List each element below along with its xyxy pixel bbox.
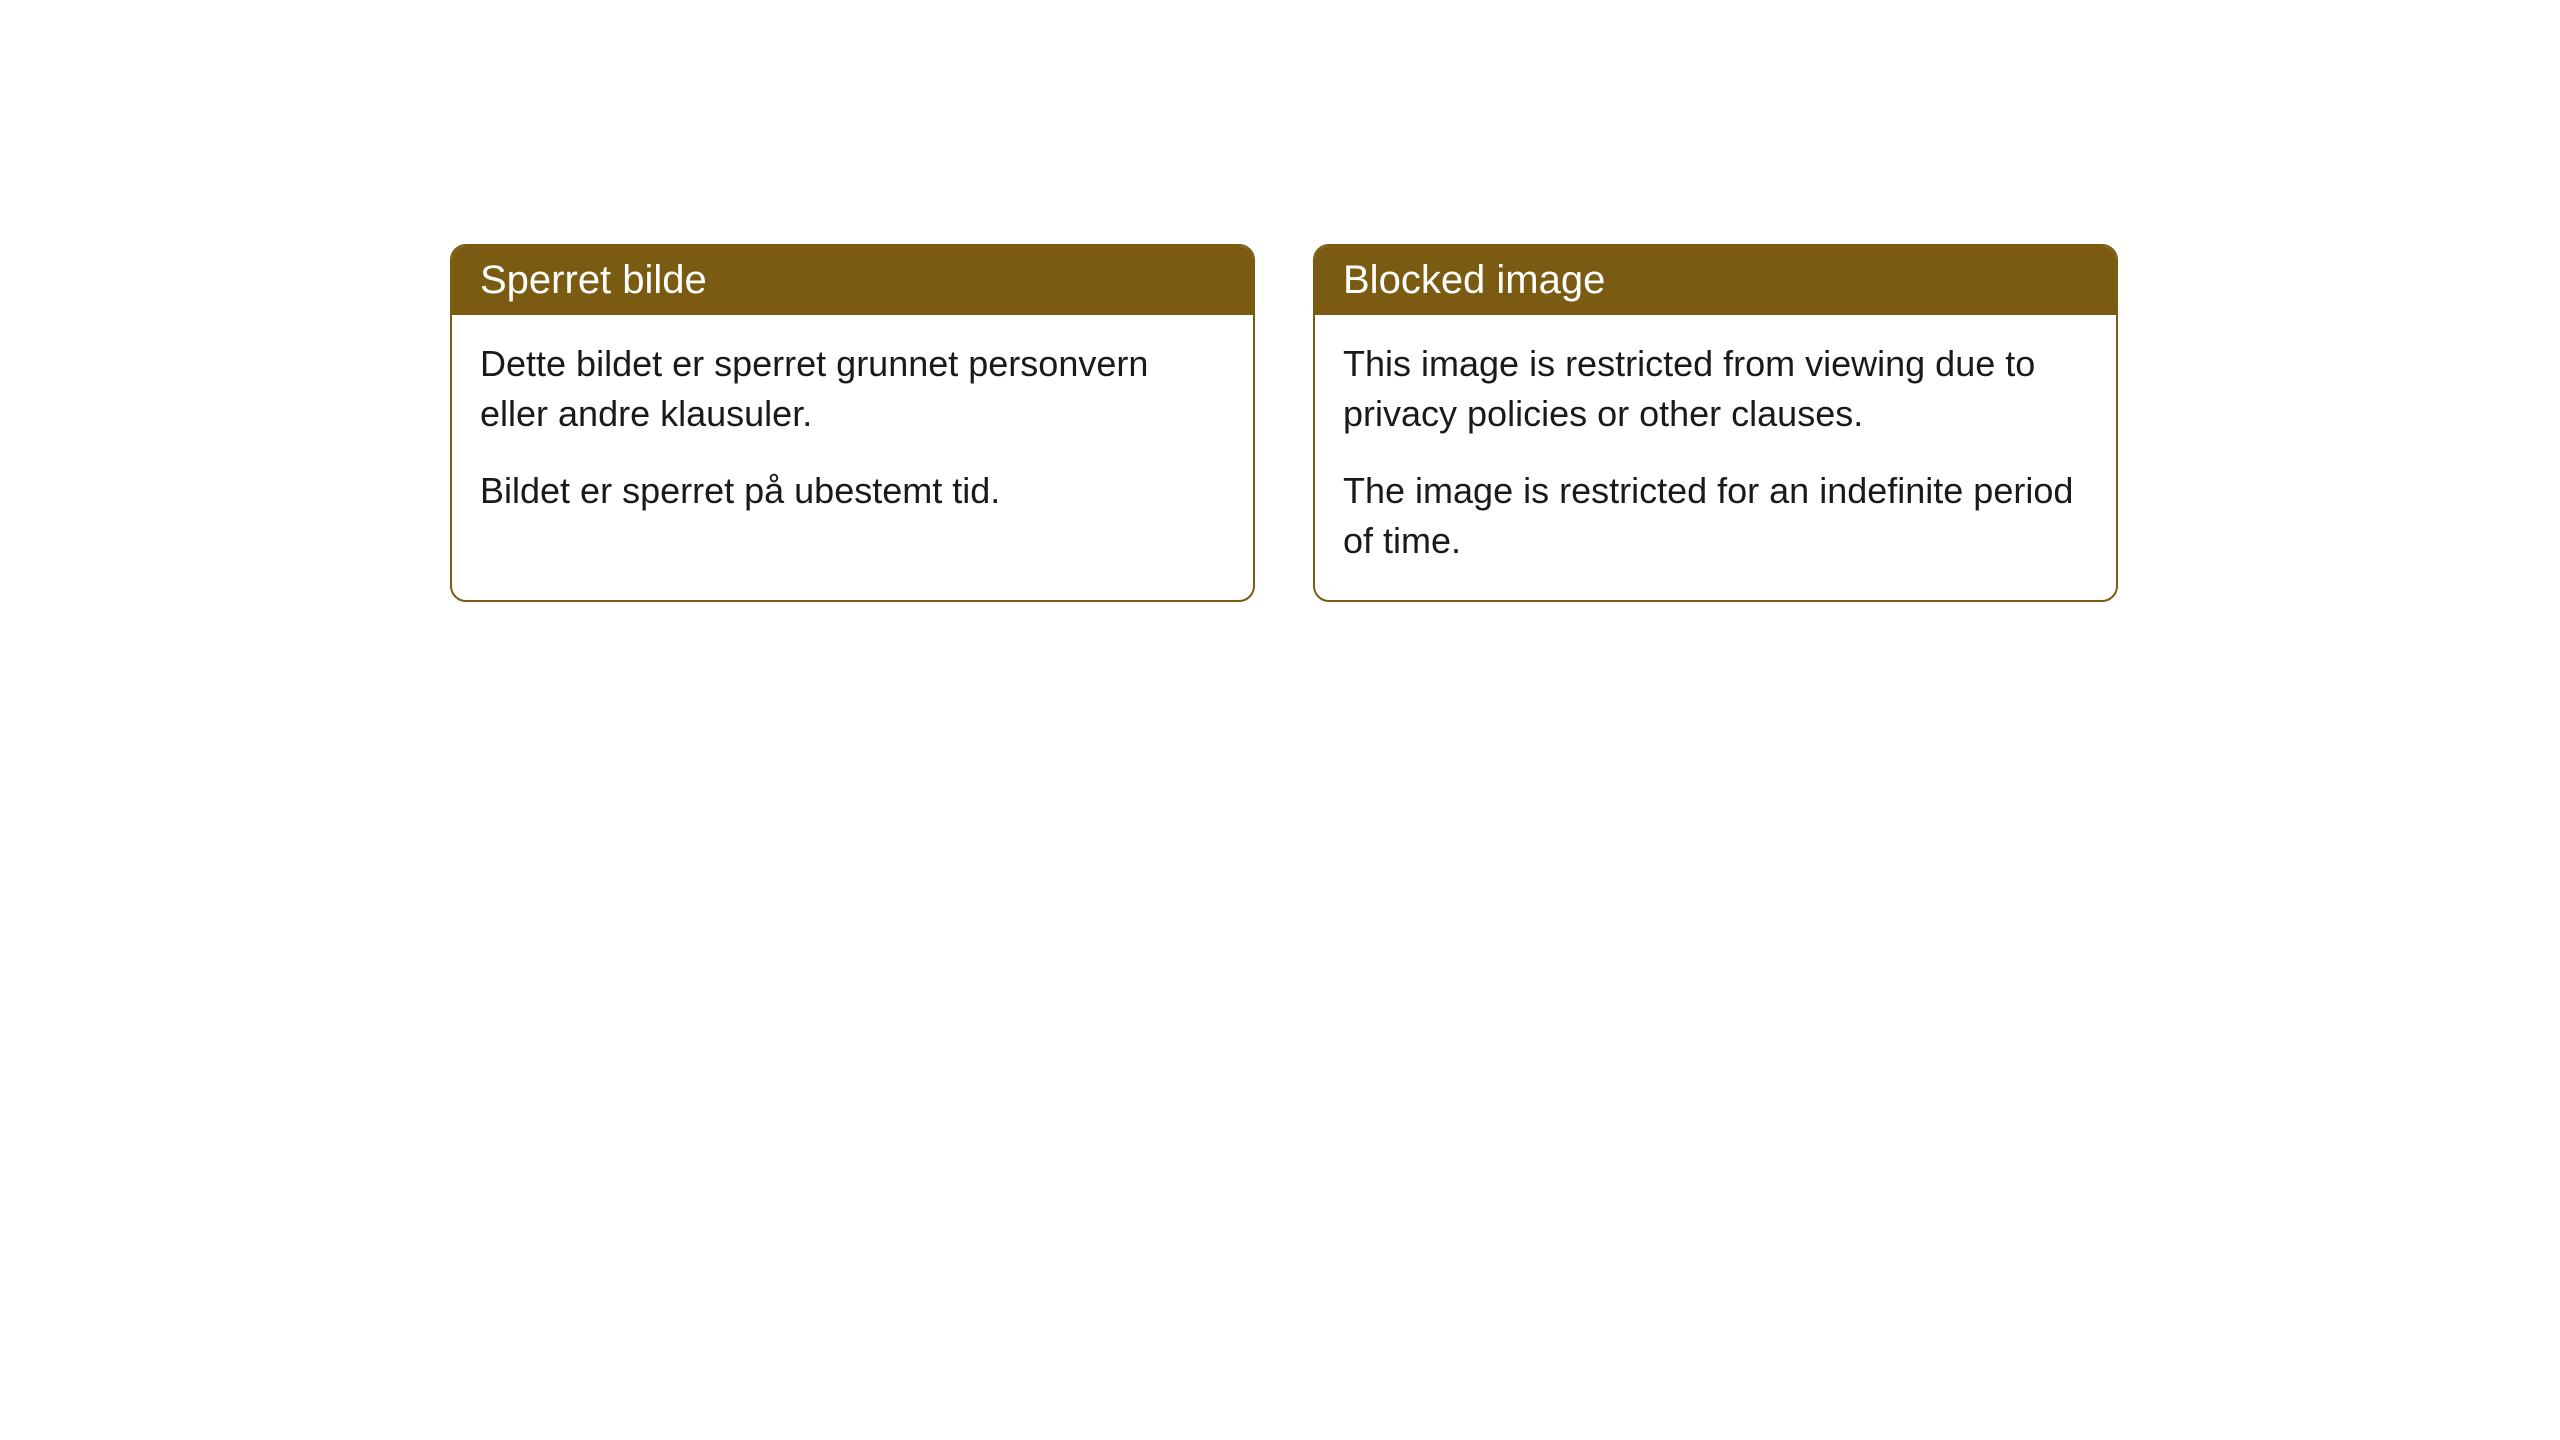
card-paragraph: Dette bildet er sperret grunnet personve… [480,339,1225,438]
card-header: Sperret bilde [452,246,1253,315]
card-title: Blocked image [1343,258,1605,302]
card-paragraph: Bildet er sperret på ubestemt tid. [480,466,1225,516]
card-body: This image is restricted from viewing du… [1315,315,2116,600]
card-body: Dette bildet er sperret grunnet personve… [452,315,1253,550]
blocked-image-card-english: Blocked image This image is restricted f… [1313,244,2118,602]
card-header: Blocked image [1315,246,2116,315]
card-paragraph: The image is restricted for an indefinit… [1343,466,2088,565]
card-title: Sperret bilde [480,258,707,302]
blocked-image-card-norwegian: Sperret bilde Dette bildet er sperret gr… [450,244,1255,602]
card-paragraph: This image is restricted from viewing du… [1343,339,2088,438]
notice-cards-container: Sperret bilde Dette bildet er sperret gr… [450,244,2118,602]
